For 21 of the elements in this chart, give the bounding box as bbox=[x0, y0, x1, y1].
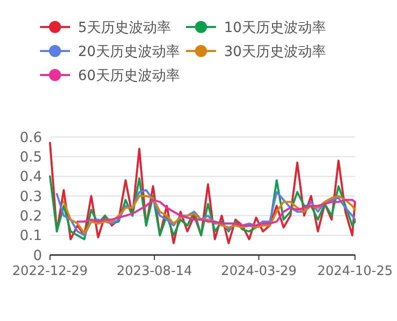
line-series bbox=[76, 198, 356, 226]
y-tick-label: 0 bbox=[33, 248, 42, 264]
line-series bbox=[49, 142, 356, 244]
y-tick-label: 0.2 bbox=[20, 208, 42, 225]
legend-label: 60天历史波动率 bbox=[78, 68, 180, 84]
y-tick-label: 0.4 bbox=[20, 169, 42, 186]
line-series bbox=[56, 189, 356, 236]
legend-label: 5天历史波动率 bbox=[78, 20, 171, 36]
line-series bbox=[62, 195, 356, 234]
line-series bbox=[49, 175, 356, 240]
x-tick-label: 2023-08-14 bbox=[116, 264, 192, 279]
x-tick-label: 2024-03-29 bbox=[221, 264, 297, 279]
x-tick-label: 2024-10-25 bbox=[317, 264, 393, 279]
y-tick-label: 0.1 bbox=[20, 228, 42, 244]
legend-label: 30天历史波动率 bbox=[224, 44, 326, 60]
legend-label: 10天历史波动率 bbox=[224, 20, 326, 36]
y-tick-label: 0.6 bbox=[20, 130, 42, 146]
x-tick-label: 2022-12-29 bbox=[12, 264, 88, 279]
y-tick-label: 0.5 bbox=[20, 150, 42, 166]
y-tick-label: 0.3 bbox=[20, 188, 42, 205]
legend-label: 20天历史波动率 bbox=[78, 44, 180, 60]
